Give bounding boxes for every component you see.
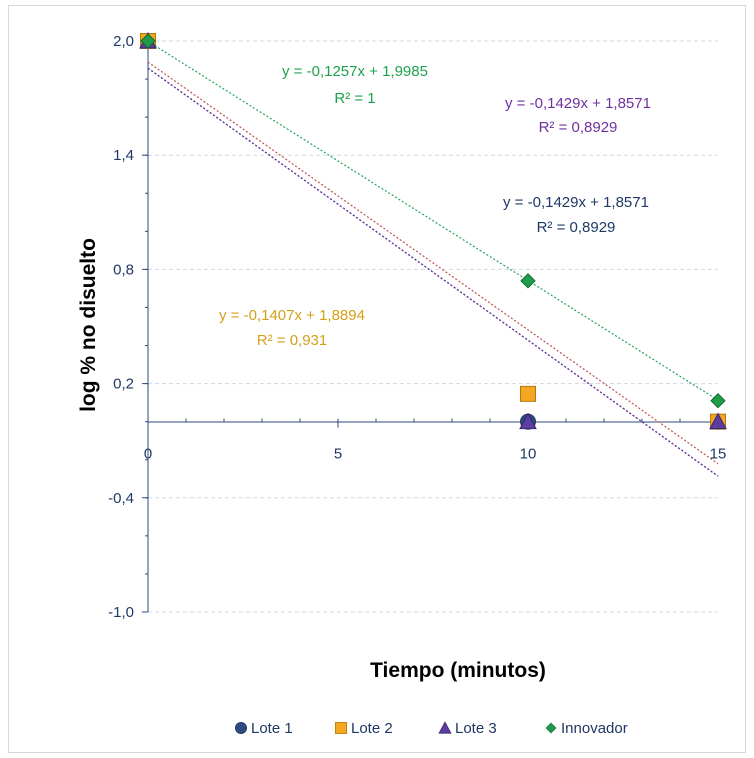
legend: Lote 1 Lote 2 Lote 3 Innovador [235, 720, 628, 737]
x-tick-label: 0 [144, 446, 152, 463]
axes [147, 41, 718, 612]
legend-marker-lote-1 [235, 722, 247, 734]
y-tick-label: -0,4 [108, 490, 134, 507]
legend-label: Innovador [561, 720, 628, 737]
legend-marker-lote-2 [335, 722, 347, 734]
legend-label: Lote 2 [351, 720, 393, 737]
annotation-lote3-eq: y = -0,1429x + 1,8571 [505, 95, 651, 112]
tick-labels: 2,0 1,4 0,8 0,2 -0,4 -1,0 0 5 10 15 [108, 33, 726, 621]
trendline-lote-2 [147, 61, 719, 465]
y-tick-label: 1,4 [113, 147, 134, 164]
legend-item-innovador: Innovador [545, 720, 628, 737]
data-point-innovador [520, 273, 536, 289]
legend-marker-innovador [545, 722, 557, 734]
data-point-innovador [140, 33, 156, 49]
x-tick-label: 15 [710, 446, 727, 463]
data-point-lote-3 [519, 412, 537, 430]
x-tick-label: 5 [334, 446, 342, 463]
data-point-lote-3 [709, 412, 727, 430]
y-tick-label: -1,0 [108, 604, 134, 621]
annotation-innovador-r2: R² = 1 [334, 90, 375, 107]
trendline-innovador [147, 40, 719, 401]
y-tick-label: 0,8 [113, 261, 134, 278]
trendlines [147, 40, 719, 477]
x-axis-title: Tiempo (minutos) [370, 659, 546, 682]
chart-frame [8, 5, 746, 753]
annotation-lote3-r2: R² = 0,8929 [539, 119, 618, 136]
legend-label: Lote 1 [251, 720, 293, 737]
legend-item-lote-2: Lote 2 [335, 720, 393, 737]
annotation-lote1-r2: R² = 0,8929 [537, 219, 616, 236]
annotation-lote1-eq: y = -0,1429x + 1,8571 [503, 194, 649, 211]
trendline-lote-3 [147, 67, 719, 477]
data-points [139, 31, 727, 430]
data-point-innovador [710, 393, 726, 409]
legend-item-lote-3: Lote 3 [438, 720, 497, 737]
legend-label: Lote 3 [455, 720, 497, 737]
legend-item-lote-1: Lote 1 [235, 720, 293, 737]
x-tick-label: 10 [520, 446, 537, 463]
gridlines [148, 40, 718, 613]
legend-marker-lote-3 [438, 721, 452, 734]
data-point-lote-2 [520, 385, 536, 402]
annotation-innovador-eq: y = -0,1257x + 1,9985 [282, 63, 428, 80]
y-tick-label: 0,2 [113, 376, 134, 393]
y-tick-label: 2,0 [113, 33, 134, 50]
annotation-lote2-r2: R² = 0,931 [257, 332, 327, 349]
equation-annotations: y = -0,1257x + 1,9985 R² = 1 y = -0,1429… [219, 63, 651, 349]
y-axis-title: log % no disuelto [77, 238, 100, 412]
annotation-lote2-eq: y = -0,1407x + 1,8894 [219, 307, 365, 324]
